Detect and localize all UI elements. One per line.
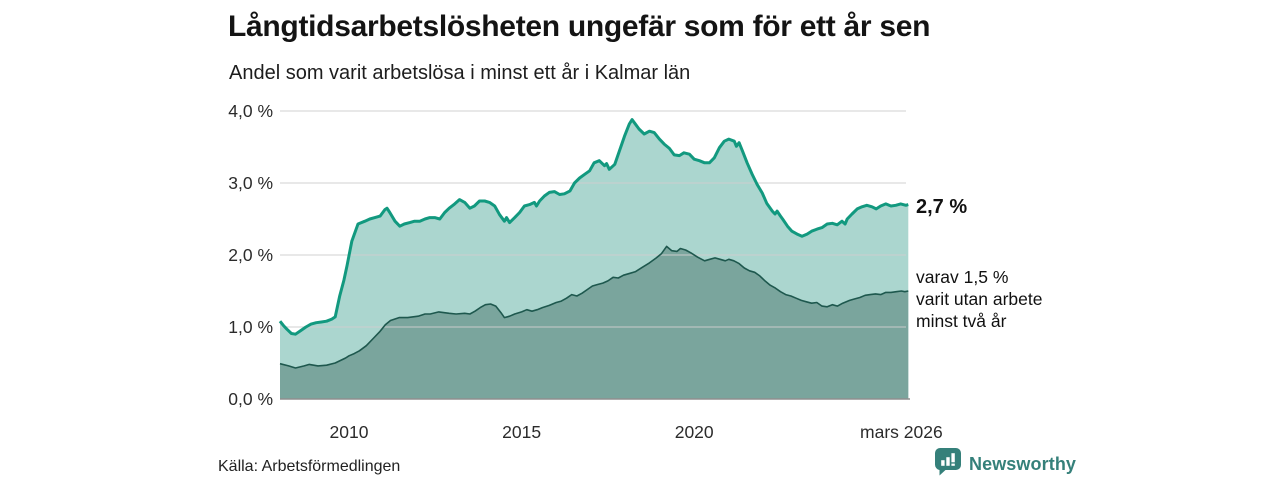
- total-line: [278, 118, 909, 336]
- y-axis-tick-label: 0,0 %: [228, 389, 273, 409]
- newsworthy-brand-name: Newsworthy: [969, 453, 1077, 474]
- two-year-label-line1: varav 1,5 %: [916, 267, 1009, 287]
- y-axis-tick-label: 1,0 %: [228, 317, 273, 337]
- x-axis-tick-label: 2010: [330, 422, 369, 442]
- x-axis-tick-label: 2020: [675, 422, 714, 442]
- y-axis-tick-label: 2,0 %: [228, 245, 273, 265]
- y-axis-tick-label: 3,0 %: [228, 173, 273, 193]
- source-credit: Källa: Arbetsförmedlingen: [218, 458, 401, 475]
- x-axis-tick-label: mars 2026: [860, 422, 943, 442]
- two-year-label-line2: varit utan arbete: [916, 289, 1043, 309]
- newsworthy-brand: Newsworthy: [934, 447, 1076, 480]
- two-year-label-line3: minst två år: [916, 311, 1007, 331]
- chart-subtitle: Andel som varit arbetslösa i minst ett å…: [229, 62, 691, 84]
- x-axis-tick-label: 2015: [502, 422, 541, 442]
- two-year-value-label: varav 1,5 % varit utan arbete minst två …: [916, 266, 1042, 332]
- y-axis-tick-label: 4,0 %: [228, 101, 273, 121]
- latest-value-label: 2,7 %: [916, 196, 968, 218]
- two-year-area-fill: [280, 246, 909, 399]
- page-title: Långtidsarbetslösheten ungefär som för e…: [228, 10, 931, 43]
- two-year-line: [279, 245, 909, 369]
- newsworthy-logo-icon: [934, 447, 962, 480]
